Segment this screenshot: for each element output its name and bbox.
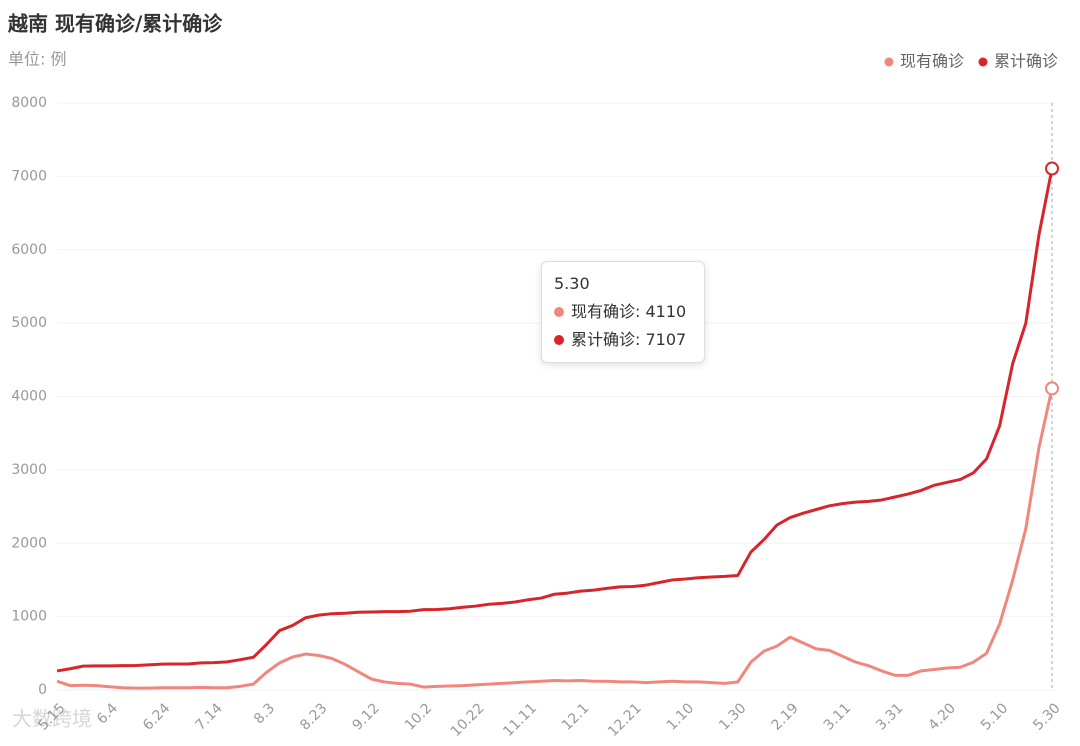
y-tick-label: 0	[38, 682, 47, 698]
x-tick-label: 6.4	[94, 700, 121, 727]
tooltip: 5.30 现有确诊: 4110 累计确诊: 7107	[541, 261, 705, 363]
x-tick-label: 2.19	[768, 700, 801, 733]
x-tick-label: 11.11	[500, 700, 540, 740]
tooltip-entry: 现有确诊: 4110	[571, 302, 687, 321]
x-tick-label: 12.1	[559, 700, 592, 733]
series-line	[56, 388, 1054, 690]
chart-title: 越南 现有确诊/累计确诊	[7, 12, 223, 36]
x-tick-label: 1.30	[716, 700, 749, 733]
tooltip-row: 累计确诊: 7107	[554, 326, 692, 354]
watermark: 大数跨境	[12, 707, 92, 731]
tooltip-dot	[554, 307, 564, 317]
series-line	[56, 168, 1054, 673]
legend-marker	[884, 57, 894, 67]
chart-subtitle: 单位: 例	[8, 50, 66, 69]
x-tick-label: 1.10	[664, 700, 697, 733]
x-tick-label: 4.20	[926, 700, 959, 733]
x-tick-label: 10.22	[448, 700, 488, 740]
tooltip-row: 现有确诊: 4110	[554, 298, 692, 326]
x-tick-label: 10.2	[402, 700, 435, 733]
x-tick-label: 8.23	[297, 700, 330, 733]
x-tick-label: 3.31	[873, 700, 906, 733]
legend-label: 累计确诊	[994, 52, 1058, 71]
legend-marker	[978, 57, 988, 67]
legend-label: 现有确诊	[900, 52, 964, 71]
x-tick-label: 5.30	[1030, 700, 1063, 733]
tooltip-title: 5.30	[554, 274, 590, 293]
x-tick-label: 9.12	[350, 700, 383, 733]
x-tick-label: 12.21	[605, 700, 645, 740]
y-tick-label: 2000	[11, 535, 47, 551]
y-tick-label: 8000	[11, 95, 47, 111]
end-point	[1045, 161, 1059, 176]
y-tick-label: 6000	[11, 242, 47, 258]
y-tick-label: 7000	[11, 168, 47, 184]
end-point	[1045, 381, 1059, 396]
x-tick-label: 5.10	[978, 700, 1011, 733]
x-tick-label: 6.24	[140, 700, 173, 733]
x-tick-label: 8.3	[251, 700, 278, 727]
tooltip-entry: 累计确诊: 7107	[571, 330, 687, 349]
x-tick-label: 7.14	[192, 700, 225, 733]
y-tick-label: 5000	[11, 315, 47, 331]
tooltip-dot	[554, 335, 564, 345]
y-tick-label: 4000	[11, 389, 47, 405]
x-tick-label: 3.11	[821, 700, 854, 733]
y-tick-label: 1000	[11, 609, 47, 625]
y-tick-label: 3000	[11, 462, 47, 478]
